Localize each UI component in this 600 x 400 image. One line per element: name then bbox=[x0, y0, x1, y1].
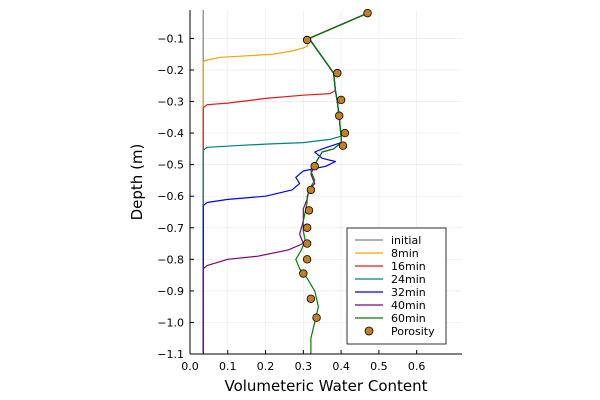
porosity-point bbox=[302, 239, 312, 248]
porosity-point bbox=[299, 269, 308, 278]
porosity-point bbox=[306, 185, 316, 195]
x-tick-label: 0.3 bbox=[295, 360, 313, 373]
x-axis-label: Volumeteric Water Content bbox=[224, 377, 427, 395]
porosity-point bbox=[335, 111, 344, 120]
porosity-point bbox=[363, 8, 372, 18]
porosity-point bbox=[304, 206, 314, 215]
legend-label: 8min bbox=[391, 247, 419, 260]
legend-swatch-porosity bbox=[364, 326, 374, 336]
y-tick-label: −0.6 bbox=[157, 190, 184, 203]
porosity-point bbox=[302, 35, 312, 45]
y-tick-label: −0.2 bbox=[157, 64, 184, 77]
legend-label: 16min bbox=[391, 260, 426, 273]
porosity-point bbox=[338, 141, 348, 150]
x-tick-label: 0.4 bbox=[332, 360, 350, 373]
legend-label: 40min bbox=[391, 299, 426, 312]
legend-box bbox=[346, 227, 447, 345]
y-tick-label: −0.7 bbox=[157, 222, 184, 235]
y-tick-label: −0.8 bbox=[157, 253, 184, 266]
legend: initial8min16min24min32min40min60minPoro… bbox=[346, 227, 447, 345]
y-tick-label: −0.5 bbox=[157, 159, 184, 172]
porosity-point bbox=[302, 223, 312, 232]
porosity-point bbox=[302, 255, 312, 264]
porosity-point bbox=[333, 68, 342, 78]
axes bbox=[189, 10, 462, 355]
porosity-point bbox=[340, 128, 350, 138]
y-tick-label: −0.3 bbox=[157, 96, 184, 109]
porosity-point bbox=[312, 313, 321, 322]
y-tick-label: −1.1 bbox=[157, 348, 184, 361]
porosity-point bbox=[336, 95, 346, 105]
legend-label: 24min bbox=[391, 273, 426, 286]
y-axis-label: Depth (m) bbox=[128, 144, 146, 221]
x-tick-label: 0.0 bbox=[181, 360, 199, 373]
legend-label: 32min bbox=[391, 286, 426, 299]
x-tick-label: 0.2 bbox=[257, 360, 275, 373]
y-tick-label: −0.1 bbox=[157, 32, 184, 45]
legend-label: initial bbox=[391, 234, 421, 247]
series-group bbox=[202, 8, 372, 354]
y-tick-label: −0.9 bbox=[157, 285, 184, 298]
y-tick-label: −1.0 bbox=[157, 316, 184, 329]
porosity-point bbox=[306, 294, 316, 303]
x-tick-label: 0.1 bbox=[219, 360, 237, 373]
y-tick-label: −0.4 bbox=[157, 127, 184, 140]
porosity-point bbox=[310, 162, 319, 171]
legend-label: 60min bbox=[391, 312, 426, 325]
x-tick-label: 0.6 bbox=[408, 360, 426, 373]
legend-label: Porosity bbox=[391, 325, 435, 338]
tick-labels: 0.0 0.1 0.2 0.3 0.4 0.5 0.6 −0.1 −0.2 −0.3 −0.4 −0.… bbox=[157, 32, 425, 373]
x-tick-label: 0.5 bbox=[370, 360, 388, 373]
